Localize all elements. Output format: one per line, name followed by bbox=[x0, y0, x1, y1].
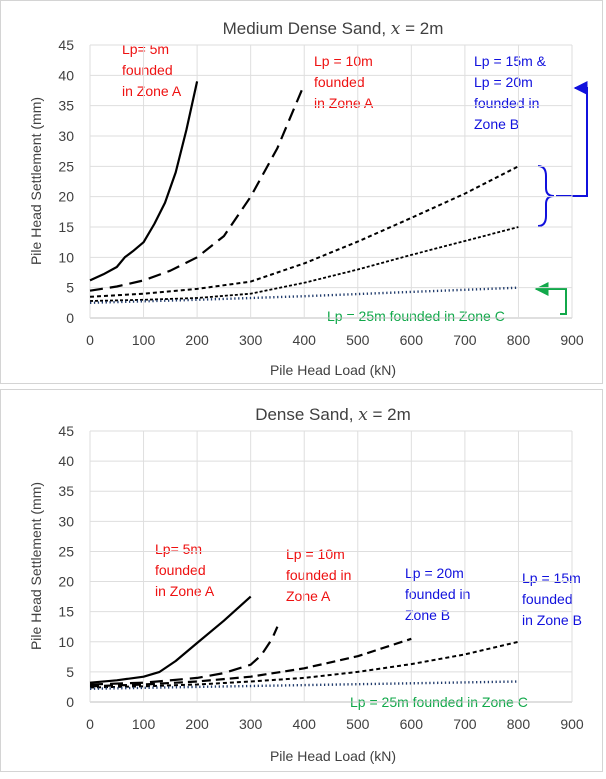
svg-text:Lp = 10m: Lp = 10m bbox=[314, 53, 373, 69]
chart-1-x-tick-label: 300 bbox=[239, 332, 263, 348]
chart-1-x-tick-label: 0 bbox=[86, 332, 94, 348]
chart-1-x-tick-label: 600 bbox=[400, 332, 424, 348]
chart-2-annotation-lp10: Lp = 10m founded in Zone A bbox=[286, 546, 351, 604]
chart-1-series-1-line bbox=[89, 81, 199, 282]
svg-text:in Zone A: in Zone A bbox=[155, 583, 215, 599]
chart-2-annotation-lp5: Lp= 5m founded in Zone A bbox=[155, 541, 215, 599]
chart-1-y-tick-label: 20 bbox=[58, 189, 74, 205]
svg-text:Lp = 10m: Lp = 10m bbox=[286, 546, 345, 562]
chart-1-x-tick-label: 500 bbox=[346, 332, 370, 348]
svg-text:Lp = 20m: Lp = 20m bbox=[474, 74, 533, 90]
chart-2-series-4-line bbox=[89, 640, 519, 689]
svg-text:founded: founded bbox=[155, 562, 206, 578]
chart-2-y-tick-label: 40 bbox=[58, 453, 74, 469]
chart-2-series-3-line bbox=[89, 637, 412, 688]
chart-1-y-tick-label: 45 bbox=[58, 37, 74, 53]
chart-1-y-tick-label: 30 bbox=[58, 128, 74, 144]
svg-text:founded in: founded in bbox=[474, 95, 539, 111]
chart-1-y-tick-label: 0 bbox=[66, 310, 74, 326]
chart-2-series-1-line bbox=[89, 595, 252, 684]
chart-1-y-tick-label: 40 bbox=[58, 67, 74, 83]
chart-2-plot: 0 5 10 15 20 25 30 35 40 45 0 100 200 300 400 500 600 700… bbox=[58, 423, 583, 732]
svg-text:Lp= 5m: Lp= 5m bbox=[122, 41, 169, 57]
svg-text:Lp = 20m: Lp = 20m bbox=[405, 565, 464, 581]
svg-text:Lp = 15m &: Lp = 15m & bbox=[474, 53, 547, 69]
chart-1-y-tick-label: 35 bbox=[58, 98, 74, 114]
chart-2-x-tick-label: 100 bbox=[132, 716, 156, 732]
chart-1-plot: 0 5 10 15 20 25 30 35 40 45 0 100 200 300 400 500 600 700… bbox=[58, 37, 583, 348]
chart-1-annotation-lp5: Lp= 5m founded in Zone A bbox=[122, 41, 182, 99]
svg-text:Lp= 5m: Lp= 5m bbox=[155, 541, 202, 557]
chart-2-x-tick-label: 400 bbox=[293, 716, 317, 732]
chart-2-y-tick-label: 35 bbox=[58, 483, 74, 499]
chart-2-annotation-lp20: Lp = 20m founded in Zone B bbox=[405, 565, 470, 623]
svg-text:in Zone B: in Zone B bbox=[522, 612, 582, 628]
chart-1-series-2-line bbox=[89, 83, 306, 292]
svg-text:Zone B: Zone B bbox=[405, 607, 450, 623]
chart-2-x-tick-label: 200 bbox=[185, 716, 209, 732]
svg-text:Zone A: Zone A bbox=[286, 588, 331, 604]
chart-1-x-tick-label: 900 bbox=[560, 332, 584, 348]
chart-1-series-5-line bbox=[89, 286, 519, 304]
chart-1-x-tick-label: 400 bbox=[293, 332, 317, 348]
chart-1-series-4-line bbox=[89, 226, 519, 302]
chart-panel-2 bbox=[0, 389, 603, 772]
chart-1-brace bbox=[537, 165, 555, 227]
chart-1-x-tick-label: 100 bbox=[132, 332, 156, 348]
chart-2-x-tick-label: 700 bbox=[453, 716, 477, 732]
svg-text:founded in: founded in bbox=[286, 567, 351, 583]
chart-1-y-tick-label: 10 bbox=[58, 249, 74, 265]
chart-1-y-tick-label: 25 bbox=[58, 158, 74, 174]
svg-text:founded in: founded in bbox=[405, 586, 470, 602]
svg-text:in Zone A: in Zone A bbox=[314, 95, 374, 111]
svg-text:founded: founded bbox=[522, 591, 573, 607]
chart-1-x-tick-label: 700 bbox=[453, 332, 477, 348]
svg-text:in Zone A: in Zone A bbox=[122, 83, 182, 99]
chart-1-title: Medium Dense Sand, x = 2m bbox=[223, 19, 444, 39]
chart-1-annotation-lp25: Lp = 25m founded in Zone C bbox=[327, 308, 505, 324]
chart-2-y-tick-label: 20 bbox=[58, 574, 74, 590]
chart-panel-1 bbox=[0, 0, 603, 384]
svg-text:founded: founded bbox=[122, 62, 173, 78]
chart-2-y-tick-label: 0 bbox=[66, 694, 74, 710]
chart-2-title: Dense Sand, x = 2m bbox=[255, 405, 411, 425]
chart-2-y-tick-label: 15 bbox=[58, 604, 74, 620]
chart-1-y-tick-label: 5 bbox=[66, 280, 74, 296]
chart-1-x-axis-label: Pile Head Load (kN) bbox=[270, 362, 396, 378]
chart-1-x-tick-label: 800 bbox=[507, 332, 531, 348]
chart-2-y-tick-label: 25 bbox=[58, 543, 74, 559]
chart-1-series-3-line bbox=[89, 165, 519, 298]
chart-2-x-tick-label: 800 bbox=[507, 716, 531, 732]
chart-2-y-tick-label: 5 bbox=[66, 664, 74, 680]
chart-2-x-tick-label: 0 bbox=[86, 716, 94, 732]
chart-2-series-2-line bbox=[89, 626, 279, 686]
chart-1-y-tick-label: 15 bbox=[58, 219, 74, 235]
chart-2-x-tick-label: 300 bbox=[239, 716, 263, 732]
chart-2-x-tick-label: 500 bbox=[346, 716, 370, 732]
svg-text:Zone B: Zone B bbox=[474, 116, 519, 132]
chart-2-y-tick-label: 30 bbox=[58, 513, 74, 529]
chart-1-y-axis-label: Pile Head Settlement (mm) bbox=[28, 97, 44, 265]
chart-2-x-tick-label: 600 bbox=[400, 716, 424, 732]
chart-2-series-5-line bbox=[89, 680, 519, 690]
chart-2-y-tick-label: 10 bbox=[58, 634, 74, 650]
svg-text:founded: founded bbox=[314, 74, 365, 90]
chart-2-y-tick-label: 45 bbox=[58, 423, 74, 439]
chart-2-x-axis-label: Pile Head Load (kN) bbox=[270, 748, 396, 764]
chart-2-y-axis-label: Pile Head Settlement (mm) bbox=[28, 482, 44, 650]
chart-1-x-tick-label: 200 bbox=[185, 332, 209, 348]
chart-2-x-tick-label: 900 bbox=[560, 716, 584, 732]
